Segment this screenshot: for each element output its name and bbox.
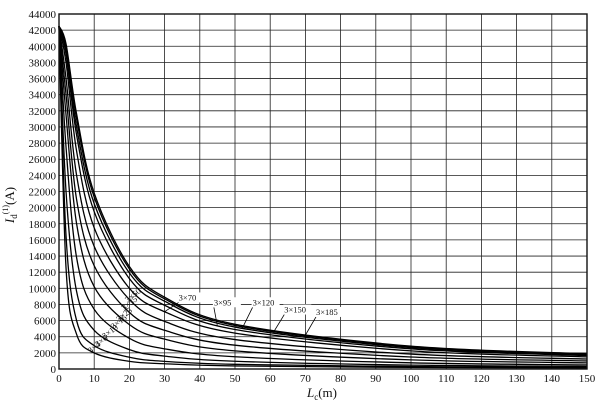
y-tick-label: 16000 <box>29 235 57 247</box>
x-axis-unit: (m) <box>318 385 337 400</box>
x-tick-label: 10 <box>89 373 101 385</box>
tick-labels: 0 10 20 30 40 50 60 70 80 90 100 110 120 130 140 150 0 20… <box>29 9 596 385</box>
x-tick-label: 120 <box>473 373 490 385</box>
y-tick-label: 32000 <box>29 106 57 118</box>
x-tick-label: 100 <box>403 373 420 385</box>
x-tick-label: 30 <box>159 373 171 385</box>
series-curve-3x10 <box>58 26 588 368</box>
series-curve-3x50 <box>58 26 588 360</box>
y-tick-label: 18000 <box>29 219 57 231</box>
x-tick-label: 80 <box>335 373 347 385</box>
annotation-leader <box>305 316 317 336</box>
y-tick-label: 38000 <box>29 57 57 69</box>
y-tick-label: 24000 <box>29 170 57 182</box>
annotation-leader <box>213 307 218 327</box>
x-tick-label: 0 <box>56 373 62 385</box>
series-curve-3x25 <box>58 26 588 364</box>
y-tick-label: 40000 <box>29 41 57 53</box>
y-tick-label: 12000 <box>29 267 57 279</box>
annotation-leader <box>164 302 179 313</box>
x-axis-subscript: c <box>314 392 318 402</box>
series-curve-3x4 <box>58 26 588 369</box>
y-tick-label: 10000 <box>29 283 57 295</box>
y-tick-label: 20000 <box>29 203 57 215</box>
y-axis-title: Id(1)(A) <box>1 187 19 224</box>
x-tick-label: 60 <box>265 373 277 385</box>
y-axis-superscript: (1) <box>1 205 10 215</box>
y-axis-unit: (A) <box>2 187 17 205</box>
annotation-leader <box>273 314 285 333</box>
y-tick-label: 2000 <box>34 348 57 360</box>
annotation-leader <box>241 307 253 329</box>
series-curve-3x6 <box>58 26 588 369</box>
series-curve-3x16 <box>58 26 588 366</box>
curve-label: 3×185 <box>316 307 338 317</box>
series-curve-3x70 <box>58 25 588 358</box>
y-tick-label: 44000 <box>29 9 57 21</box>
annotation-background <box>212 297 241 308</box>
series-curve-3x35 <box>58 26 588 362</box>
series-curve-3x185 <box>58 25 588 355</box>
curve-label: 3×95 <box>214 297 232 307</box>
x-tick-label: 110 <box>438 373 455 385</box>
x-axis-symbol: L <box>306 385 314 400</box>
y-tick-label: 26000 <box>29 154 57 166</box>
x-tick-label: 20 <box>124 373 136 385</box>
series-curve-3x120 <box>58 25 588 356</box>
plot-frame <box>58 13 588 370</box>
x-tick-label: 140 <box>544 373 561 385</box>
x-tick-label: 130 <box>508 373 525 385</box>
x-axis-title: Lc(m) <box>306 385 337 402</box>
x-tick-label: 40 <box>194 373 206 385</box>
y-tick-label: 34000 <box>29 90 57 102</box>
y-tick-label: 6000 <box>34 316 57 328</box>
x-tick-label: 90 <box>370 373 382 385</box>
curve-label: 3×120 <box>253 297 275 307</box>
curve-label: 3×150 <box>284 305 306 315</box>
annotation-background <box>283 304 312 315</box>
annotation-background <box>177 292 206 303</box>
y-tick-label: 36000 <box>29 74 57 86</box>
x-tick-label: 50 <box>230 373 242 385</box>
y-tick-label: 42000 <box>29 25 57 37</box>
curve-label: 3×70 <box>179 292 197 302</box>
series-curve-3x150 <box>58 25 588 355</box>
x-tick-label: 70 <box>300 373 312 385</box>
series-curve-3x95 <box>58 25 588 357</box>
curves <box>58 25 588 369</box>
x-tick-label: 150 <box>579 373 596 385</box>
y-axis-symbol: I <box>2 218 17 224</box>
annotation-background <box>314 306 343 317</box>
y-tick-label: 14000 <box>29 251 57 263</box>
annotation-background <box>251 297 280 308</box>
y-tick-label: 22000 <box>29 187 57 199</box>
y-tick-label: 30000 <box>29 122 57 134</box>
y-tick-label: 0 <box>51 364 57 376</box>
y-tick-label: 4000 <box>34 332 57 344</box>
y-tick-label: 28000 <box>29 138 57 150</box>
y-axis-subscript: d <box>9 214 19 219</box>
y-tick-label: 8000 <box>34 299 57 311</box>
